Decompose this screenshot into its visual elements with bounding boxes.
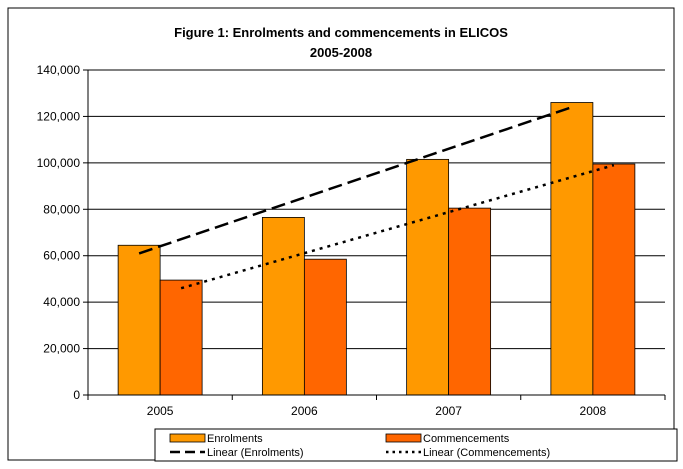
y-tick-label: 140,000 xyxy=(37,63,81,77)
y-tick-label: 100,000 xyxy=(37,156,81,170)
legend-label-commencements: Commencements xyxy=(423,433,510,445)
trendline-commencements xyxy=(180,163,615,290)
chart-title-line-1: Figure 1: Enrolments and commencements i… xyxy=(174,25,508,40)
y-tick-label: 0 xyxy=(73,388,80,402)
trendline-enrolments xyxy=(138,105,573,255)
legend-label-enrolments: Enrolments xyxy=(207,433,263,445)
bar-commencements-2006 xyxy=(303,258,347,396)
legend-swatch-commencements xyxy=(385,433,422,443)
x-tick-label: 2008 xyxy=(580,404,607,418)
y-tick-label: 40,000 xyxy=(43,295,80,309)
y-tick-label: 80,000 xyxy=(43,202,80,216)
legend-label-linear-commencements: Linear (Commencements) xyxy=(423,447,550,459)
trendlines xyxy=(138,105,615,290)
axes: 0 20,000 40,000 60,000 80,000 100,000 120,000 1… xyxy=(37,63,666,418)
legend-swatch-enrolments xyxy=(169,433,206,443)
bar-enrolments-2006 xyxy=(261,217,305,396)
x-tick-label: 2005 xyxy=(147,404,174,418)
legend: Enrolments Commencements Linear (Enrolme… xyxy=(154,428,678,462)
chart-title-line-2: 2005-2008 xyxy=(310,45,372,60)
bar-enrolments-2005 xyxy=(117,244,161,396)
x-tick-label: 2006 xyxy=(291,404,318,418)
bar-commencements-2005 xyxy=(159,279,203,396)
y-tick-label: 60,000 xyxy=(43,249,80,263)
bar-enrolments-2007 xyxy=(406,158,450,396)
y-tick-label: 20,000 xyxy=(43,342,80,356)
bar-commencements-2008 xyxy=(592,163,636,396)
bar-enrolments-2008 xyxy=(550,102,594,396)
legend-label-linear-enrolments: Linear (Enrolments) xyxy=(207,447,304,459)
y-tick-label: 120,000 xyxy=(37,109,81,123)
bars xyxy=(117,102,636,396)
x-tick-label: 2007 xyxy=(435,404,462,418)
bar-commencements-2007 xyxy=(448,207,492,396)
